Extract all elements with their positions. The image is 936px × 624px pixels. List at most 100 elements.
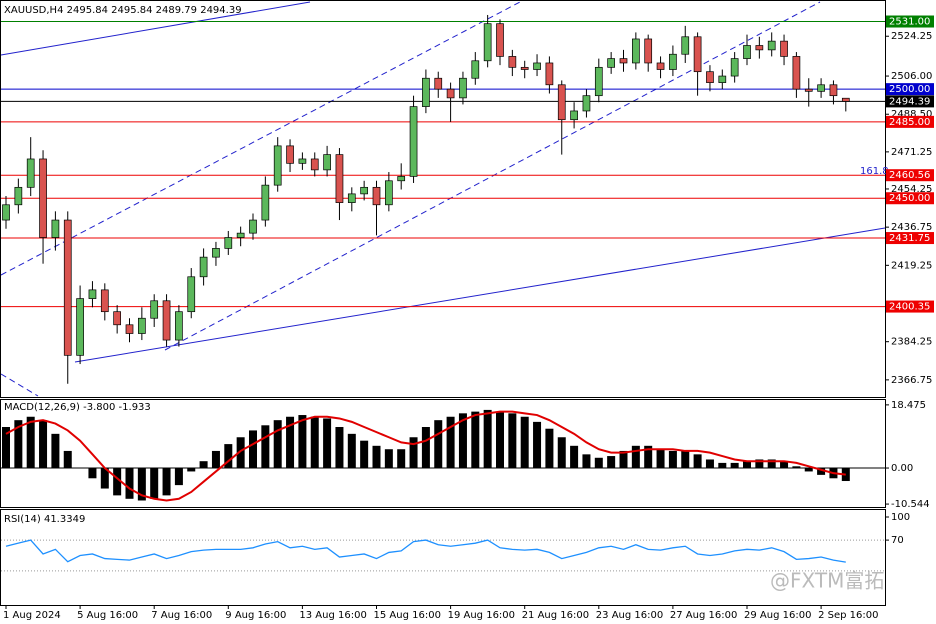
macd-bar [483, 409, 492, 469]
macd-bar [199, 461, 208, 469]
y-tick-label: 0.00 [891, 463, 913, 474]
channel-line [164, 1, 821, 351]
candle-body [471, 60, 480, 79]
macd-bar [557, 437, 566, 469]
candle-body [767, 40, 776, 51]
level-label: 2494.39 [889, 96, 930, 107]
candle-body [286, 145, 294, 164]
fib-label: 161.8 [860, 166, 889, 177]
macd-bar [619, 450, 628, 469]
macd-bar [397, 449, 406, 469]
macd-bar [384, 449, 393, 469]
level-label: 2460.56 [889, 170, 930, 181]
macd-bar [211, 450, 220, 469]
candle-body [51, 219, 60, 238]
candle-body [817, 84, 825, 92]
macd-bar [39, 420, 48, 469]
candle-body [138, 317, 146, 334]
candle-body [557, 84, 566, 121]
candle-body [681, 36, 690, 55]
candle-body [76, 298, 84, 356]
candle-body [199, 256, 208, 278]
candle-body [150, 300, 159, 319]
candle-body [298, 158, 307, 164]
y-tick-label: 2524.25 [891, 31, 932, 42]
macd-bar [88, 468, 97, 479]
macd-bar [767, 459, 776, 469]
candle-body [755, 45, 764, 51]
macd-bar [224, 444, 233, 469]
candle-body [323, 154, 331, 171]
macd-bar [755, 459, 764, 469]
macd-bar [63, 450, 72, 469]
candle-body [162, 300, 171, 341]
candle-body [483, 23, 492, 62]
candle-body [656, 62, 665, 70]
macd-bar [607, 456, 616, 469]
level-label: 2485.00 [889, 117, 930, 128]
watermark: @FXTM富拓 [770, 569, 884, 593]
y-tick-label: 18.475 [891, 400, 926, 411]
macd-bar [594, 457, 603, 469]
level-label: 2500.00 [889, 84, 930, 95]
signal-line [5, 410, 846, 502]
candle-body [88, 289, 97, 299]
macd-bar [372, 445, 381, 469]
candle-body [360, 186, 368, 195]
candle-body [780, 40, 788, 57]
candle-body [446, 88, 455, 99]
macd-bar [644, 445, 653, 469]
macd-bar [310, 416, 319, 469]
macd-bar [533, 421, 542, 469]
macd-bar [51, 433, 60, 469]
macd-bar [508, 413, 517, 469]
candle-body [570, 110, 578, 121]
macd-bar [743, 461, 751, 469]
macd-bar [631, 445, 640, 469]
candle-body [310, 158, 319, 171]
x-tick-label: 15 Aug 16:00 [374, 610, 441, 621]
macd-bar [360, 440, 369, 469]
candle-body [39, 158, 47, 238]
macd-bar [668, 450, 677, 469]
macd-bar [471, 411, 480, 469]
macd-bar [335, 427, 344, 469]
x-tick-label: 2 Sep 16:00 [818, 610, 878, 621]
macd-bar [409, 437, 418, 469]
macd-bar [14, 420, 23, 469]
y-tick-label: 2419.25 [891, 260, 932, 271]
macd-bar [446, 416, 455, 469]
macd-bar [236, 437, 245, 469]
candle-body [335, 154, 344, 203]
candle-body [693, 36, 702, 73]
macd-bar [570, 445, 579, 469]
candle-body [619, 58, 628, 64]
y-tick-label: 2454.25 [891, 184, 932, 195]
x-tick-label: 29 Aug 16:00 [744, 610, 811, 621]
level-tag [886, 115, 934, 128]
candle-body [841, 97, 850, 102]
candle-body [607, 58, 616, 68]
macd-bar [718, 462, 727, 469]
macd-bar [656, 449, 665, 469]
candle-body [14, 186, 23, 206]
macd-bar [137, 468, 146, 501]
macd-bar [2, 427, 10, 469]
trend-line [0, 1, 311, 56]
level-tag [886, 169, 934, 182]
macd-bar [249, 430, 257, 469]
candle-body [224, 237, 233, 249]
x-tick-label: 9 Aug 16:00 [225, 610, 286, 621]
macd-bar [780, 461, 789, 469]
candle-body [730, 58, 739, 77]
candle-body [706, 71, 714, 83]
x-tick-label: 19 Aug 16:00 [448, 610, 515, 621]
y-tick-label: 70 [891, 535, 904, 546]
candle-body [261, 184, 270, 221]
macd-bar [681, 450, 690, 469]
y-tick-label: 2506.00 [891, 71, 932, 82]
macd-bar [730, 462, 739, 469]
macd-bar [125, 468, 134, 499]
